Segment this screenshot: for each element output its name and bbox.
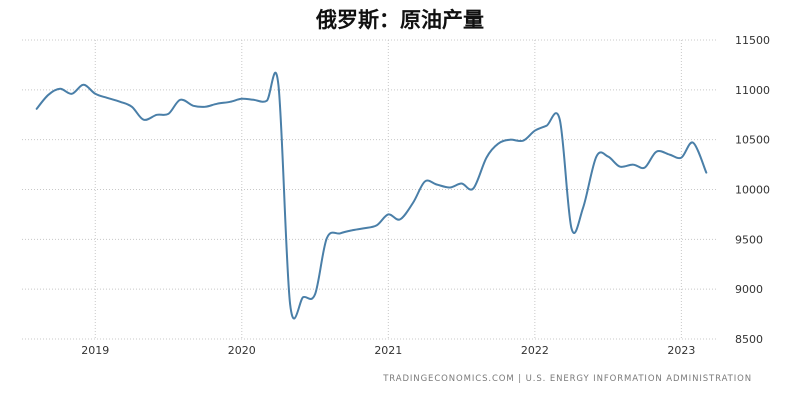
- x-tick-label: 2020: [228, 344, 256, 357]
- series-line: [35, 71, 708, 320]
- y-tick-label: 10000: [735, 184, 770, 197]
- source-attribution: TRADINGECONOMICS.COM | U.S. ENERGY INFOR…: [383, 374, 752, 384]
- y-tick-label: 9500: [735, 233, 763, 246]
- y-tick-label: 10500: [735, 134, 770, 147]
- x-axis-ticks: 2019 2020 2021 2022 2023: [81, 344, 695, 357]
- y-tick-label: 11500: [735, 34, 770, 47]
- chart-title: 俄罗斯：原油产量: [316, 8, 484, 32]
- grid-lines: [22, 39, 718, 340]
- y-axis-ticks: 11500 11000 10500 10000 9500 9000 8500: [735, 34, 770, 346]
- y-tick-label: 11000: [735, 84, 770, 97]
- x-tick-label: 2022: [521, 344, 549, 357]
- x-tick-label: 2019: [81, 344, 109, 357]
- y-tick-label: 9000: [735, 283, 763, 296]
- x-tick-label: 2023: [667, 344, 695, 357]
- y-tick-label: 8500: [735, 333, 763, 346]
- x-tick-label: 2021: [374, 344, 402, 357]
